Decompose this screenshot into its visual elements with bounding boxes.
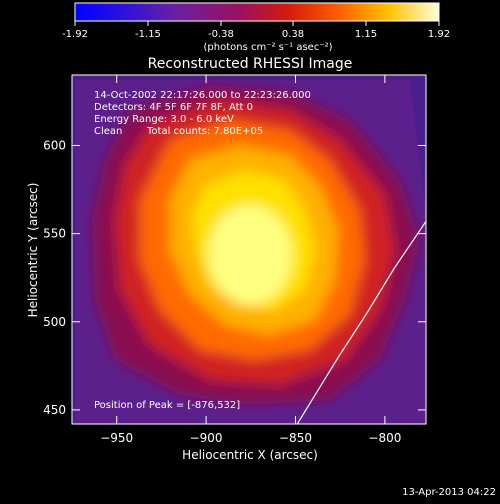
annotation-time-range: 14-Oct-2002 22:17:26.000 to 22:23:26.000 [94, 90, 311, 101]
y-tick-label: 550 [43, 227, 66, 241]
y-axis-label: Heliocentric Y (arcsec) [26, 183, 40, 318]
colorbar-tick-label: -0.38 [208, 29, 234, 40]
annotation-clean: Clean [94, 126, 122, 137]
colorbar [74, 2, 440, 22]
axis-ticks: −950 −900 −850 −800 450 500 550 600 [43, 75, 426, 445]
annotation-total-counts: Total counts: 7.80E+05 [146, 126, 263, 137]
x-tick-label: −900 [190, 431, 223, 445]
colorbar-tick-label: 0.38 [282, 29, 304, 40]
colorbar-tick-label: -1.92 [62, 29, 88, 40]
annotation-detectors: Detectors: 4F 5F 6F 7F 8F, Att 0 [94, 102, 253, 113]
colorbar-tick-label: 1.92 [428, 29, 450, 40]
colorbar-tick-label: 1.15 [355, 29, 377, 40]
plot-frame [71, 74, 427, 425]
y-tick-label: 600 [43, 139, 66, 153]
heatmap-area [72, 75, 426, 424]
chart-title: Reconstructed RHESSI Image [148, 56, 353, 72]
colorbar-ticks: -1.92 -1.15 -0.38 0.38 1.15 1.92 [62, 21, 450, 40]
x-axis-label: Heliocentric X (arcsec) [182, 448, 318, 462]
annotation-energy-range: Energy Range: 3.0 - 6.0 keV [94, 114, 234, 125]
x-tick-label: −950 [100, 431, 133, 445]
x-tick-label: −850 [279, 431, 312, 445]
annotation-peak-position: Position of Peak = [-876,532] [94, 400, 240, 411]
y-tick-label: 450 [43, 403, 66, 417]
footer-timestamp: 13-Apr-2013 04:22 [402, 487, 496, 498]
colorbar-unit-label: (photons cm⁻² s⁻¹ asec⁻²) [203, 42, 332, 53]
colorbar-tick-label: -1.15 [135, 29, 161, 40]
solar-limb-curve [296, 220, 426, 424]
x-tick-label: −800 [368, 431, 401, 445]
heatmap-blob [92, 85, 420, 405]
y-tick-label: 500 [43, 315, 66, 329]
